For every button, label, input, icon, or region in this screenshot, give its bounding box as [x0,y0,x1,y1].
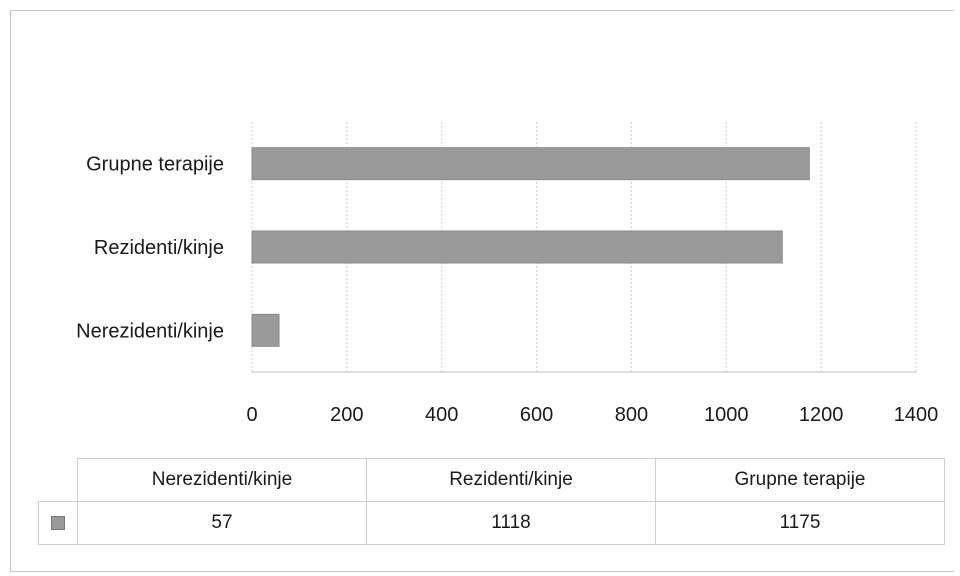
bar [251,230,783,264]
x-tick-label: 600 [520,404,553,426]
x-tick-labels: 0 200 400 600 800 1000 1200 1400 [246,404,938,426]
legend-swatch-icon [51,515,65,530]
x-tick-label: 400 [425,404,458,426]
x-tick-label: 200 [330,404,363,426]
table-value-row: 57 1118 1175 [38,501,945,545]
category-label: Nerezidenti/kinje [76,320,224,342]
category-label: Rezidenti/kinje [94,237,224,259]
table-value-cell: 1175 [655,501,945,545]
chart-frame [10,10,954,572]
x-tick-label: 0 [246,404,257,426]
x-tick-label: 1400 [894,404,939,426]
bars [251,147,810,347]
table-header-cell: Grupne terapije [655,458,945,502]
table-value-cell: 57 [77,501,367,545]
bar [251,147,810,181]
category-label: Grupne terapije [86,154,224,176]
table-header-cell: Nerezidenti/kinje [77,458,367,502]
table-header-cell: Rezidenti/kinje [366,458,656,502]
table-header-row: Nerezidenti/kinje Rezidenti/kinje Grupne… [38,458,945,502]
legend-key [38,501,78,545]
data-table: Nerezidenti/kinje Rezidenti/kinje Grupne… [38,458,945,545]
x-tick-label: 800 [615,404,648,426]
x-tick-label: 1200 [799,404,844,426]
table-value-cell: 1118 [366,501,656,545]
category-labels: Grupne terapije Rezidenti/kinje Nerezident… [76,154,224,343]
table-corner-cell [38,458,78,502]
bar [251,313,280,347]
x-tick-label: 1000 [704,404,749,426]
